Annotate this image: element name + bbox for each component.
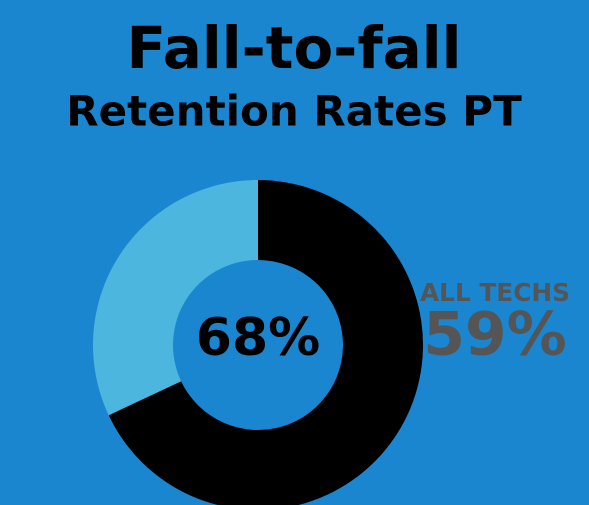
chart-title: Fall-to-fall [127, 14, 462, 82]
annotation-label: ALL TECHS [420, 278, 570, 307]
donut-segment [108, 180, 423, 505]
donut-segment [93, 179, 258, 416]
center-label: 68% [196, 308, 320, 368]
annotation-value: 59% [423, 300, 567, 370]
chart-subtitle: Retention Rates PT [66, 87, 522, 136]
